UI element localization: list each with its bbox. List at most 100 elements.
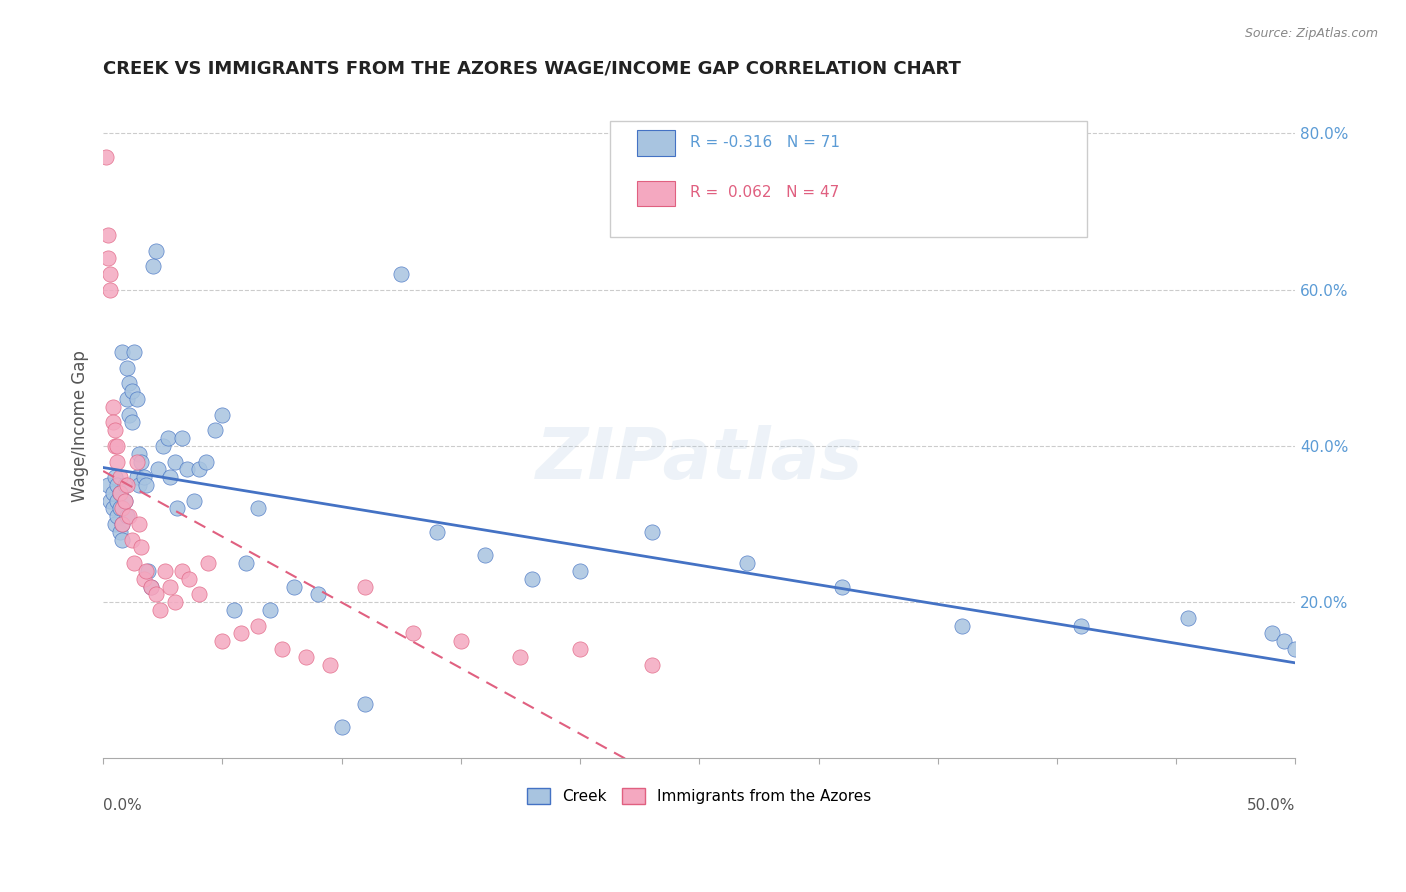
Point xyxy=(187,462,209,476)
Point xyxy=(354,697,377,711)
Text: R =  0.062   N = 47: R = 0.062 N = 47 xyxy=(690,186,839,200)
Point xyxy=(1070,618,1092,632)
Point xyxy=(98,493,121,508)
Point xyxy=(111,533,134,547)
Point xyxy=(129,454,152,468)
Point xyxy=(307,587,329,601)
Text: Source: ZipAtlas.com: Source: ZipAtlas.com xyxy=(1244,27,1378,40)
Point xyxy=(111,516,134,531)
Point xyxy=(640,657,662,672)
Point xyxy=(271,642,294,657)
Point xyxy=(295,649,318,664)
Point xyxy=(139,580,162,594)
Point xyxy=(121,384,143,399)
Text: 50.0%: 50.0% xyxy=(1247,798,1295,814)
Text: CREEK VS IMMIGRANTS FROM THE AZORES WAGE/INCOME GAP CORRELATION CHART: CREEK VS IMMIGRANTS FROM THE AZORES WAGE… xyxy=(103,60,962,78)
Point xyxy=(354,580,377,594)
Point xyxy=(111,516,134,531)
Point xyxy=(569,564,592,578)
Point xyxy=(146,462,169,476)
Point xyxy=(177,572,200,586)
FancyBboxPatch shape xyxy=(637,181,675,206)
Point xyxy=(107,478,129,492)
Point xyxy=(108,485,131,500)
Point xyxy=(159,470,181,484)
Point xyxy=(118,509,141,524)
Point xyxy=(170,564,193,578)
Point xyxy=(247,501,270,516)
Point xyxy=(115,509,138,524)
Point xyxy=(235,556,257,570)
Point xyxy=(509,649,531,664)
Point xyxy=(108,470,131,484)
Point xyxy=(204,423,226,437)
Point xyxy=(101,501,124,516)
Point xyxy=(197,556,219,570)
Point xyxy=(569,642,592,657)
Point xyxy=(231,626,253,640)
Point xyxy=(115,478,138,492)
Point xyxy=(132,470,155,484)
Point xyxy=(111,501,134,516)
Point xyxy=(135,564,157,578)
Point xyxy=(129,541,152,555)
Point xyxy=(128,516,150,531)
Text: 0.0%: 0.0% xyxy=(103,798,142,814)
FancyBboxPatch shape xyxy=(610,121,1087,237)
Point xyxy=(183,493,205,508)
Point xyxy=(98,267,121,281)
Point xyxy=(259,603,281,617)
Point xyxy=(170,431,193,445)
Point xyxy=(211,634,233,648)
Point xyxy=(1272,634,1295,648)
FancyBboxPatch shape xyxy=(637,130,675,155)
Point xyxy=(115,360,138,375)
Point xyxy=(101,416,124,430)
Point xyxy=(108,501,131,516)
Point xyxy=(122,556,145,570)
Point xyxy=(142,260,165,274)
Point xyxy=(145,587,167,601)
Point xyxy=(152,439,174,453)
Point xyxy=(330,720,353,734)
Point xyxy=(108,524,131,539)
Point xyxy=(107,509,129,524)
Point xyxy=(114,493,136,508)
Text: ZIPatlas: ZIPatlas xyxy=(536,425,863,494)
Point xyxy=(153,564,176,578)
Point xyxy=(107,439,129,453)
Point xyxy=(176,462,198,476)
Point xyxy=(735,556,758,570)
Point xyxy=(640,524,662,539)
Point xyxy=(194,454,217,468)
Point xyxy=(474,548,496,562)
Point xyxy=(98,283,121,297)
Legend: Creek, Immigrants from the Azores: Creek, Immigrants from the Azores xyxy=(522,782,877,811)
Point xyxy=(101,485,124,500)
Point xyxy=(97,478,120,492)
Point xyxy=(115,392,138,406)
Point xyxy=(128,447,150,461)
Point xyxy=(247,618,270,632)
Point xyxy=(97,227,120,242)
Point xyxy=(426,524,449,539)
Point xyxy=(224,603,246,617)
Point xyxy=(450,634,472,648)
Point xyxy=(125,454,148,468)
Point xyxy=(139,580,162,594)
Point xyxy=(283,580,305,594)
Point xyxy=(187,587,209,601)
Point xyxy=(128,478,150,492)
Point xyxy=(145,244,167,258)
Point xyxy=(163,454,186,468)
Point xyxy=(107,454,129,468)
Point xyxy=(121,533,143,547)
Point xyxy=(97,252,120,266)
Point xyxy=(114,478,136,492)
Text: R = -0.316   N = 71: R = -0.316 N = 71 xyxy=(690,135,839,150)
Point xyxy=(114,493,136,508)
Point xyxy=(318,657,340,672)
Point xyxy=(118,408,141,422)
Point xyxy=(163,595,186,609)
Y-axis label: Wage/Income Gap: Wage/Income Gap xyxy=(72,351,89,502)
